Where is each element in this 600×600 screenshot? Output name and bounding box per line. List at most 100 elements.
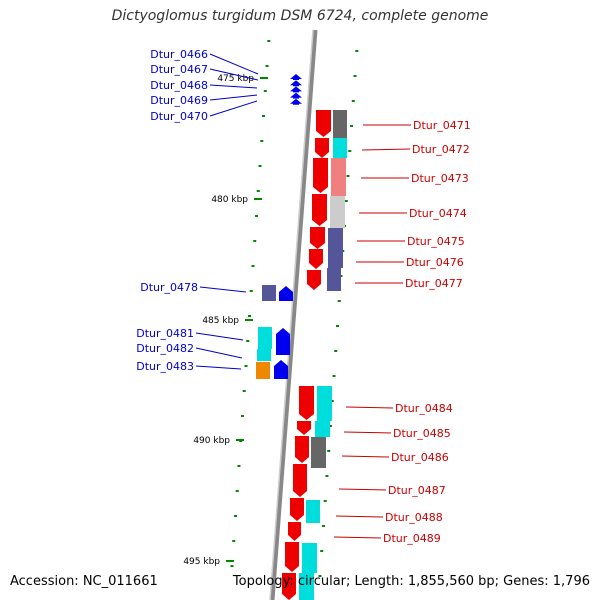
gene-arrow <box>316 110 331 137</box>
leader-line <box>199 286 247 293</box>
gene-label: Dtur_0483 <box>136 360 194 373</box>
minor-tick <box>325 475 329 477</box>
minor-tick <box>320 550 324 552</box>
gene-arrow <box>297 421 311 435</box>
gene-label: Dtur_0468 <box>150 79 208 92</box>
gene-arrow <box>290 498 304 521</box>
cog-block <box>327 268 341 291</box>
minor-tick <box>260 140 264 142</box>
gene-arrow <box>312 194 327 226</box>
gene-label: Dtur_0477 <box>405 277 463 290</box>
gene-label: Dtur_0471 <box>413 119 471 132</box>
gene-label: Dtur_0467 <box>150 63 208 76</box>
minor-tick <box>327 450 331 452</box>
minor-tick <box>328 425 332 427</box>
cog-block <box>331 158 346 196</box>
cog-block <box>257 349 271 361</box>
minor-tick <box>337 300 341 302</box>
leader-line <box>195 365 242 370</box>
gene-label: Dtur_0470 <box>150 110 208 123</box>
minor-tick <box>262 115 266 117</box>
gene-label: Dtur_0487 <box>388 484 446 497</box>
minor-tick <box>230 565 234 567</box>
minor-tick <box>251 265 255 267</box>
major-tick-label: 490 kbp <box>193 436 230 446</box>
minor-tick <box>240 415 244 417</box>
cog-block <box>311 437 326 468</box>
major-tick <box>260 77 268 79</box>
gene-arrow <box>276 328 290 355</box>
gene-label: Dtur_0488 <box>385 511 443 524</box>
major-tick <box>226 560 234 562</box>
minor-tick <box>318 575 322 577</box>
cog-block <box>317 386 332 421</box>
minor-tick <box>346 175 350 177</box>
gene-arrow <box>295 436 309 463</box>
leader-line <box>209 84 258 89</box>
leader-line <box>209 53 259 75</box>
cog-block <box>328 228 343 268</box>
cog-block <box>258 327 272 349</box>
minor-tick <box>255 215 259 217</box>
gene-arrow <box>290 98 302 105</box>
cog-block <box>333 138 347 158</box>
minor-tick <box>253 240 257 242</box>
gene-arrow <box>309 249 323 269</box>
topology-text: Topology: circular; Length: 1,855,560 bp… <box>232 574 590 589</box>
major-tick-label: 485 kbp <box>202 316 239 326</box>
map-title: Dictyoglomus turgidum DSM 6724, complete… <box>111 8 489 24</box>
minor-tick <box>351 100 355 102</box>
gene-arrow <box>279 286 293 301</box>
leader-line <box>335 515 384 518</box>
gene-label: Dtur_0469 <box>150 94 208 107</box>
minor-tick <box>256 190 260 192</box>
genome-backbone-highlight <box>269 29 314 600</box>
leader-line <box>333 536 382 539</box>
gene-arrow <box>285 542 299 572</box>
leader-line <box>341 455 390 458</box>
leader-line <box>361 148 411 151</box>
minor-tick <box>244 365 248 367</box>
cog-block <box>306 500 320 523</box>
cog-block <box>315 421 330 437</box>
gene-arrow <box>299 386 314 420</box>
minor-tick <box>263 90 267 92</box>
major-tick-label: 495 kbp <box>183 557 220 567</box>
minor-tick <box>235 490 239 492</box>
gene-arrow <box>290 74 302 80</box>
minor-tick <box>265 65 269 67</box>
leader-line <box>345 406 394 409</box>
major-tick-label: 475 kbp <box>217 74 254 84</box>
gene-label: Dtur_0476 <box>406 256 464 269</box>
minor-tick <box>232 540 236 542</box>
gene-arrow <box>282 573 296 600</box>
cog-block <box>302 543 317 573</box>
gene-arrow <box>290 92 302 99</box>
minor-tick <box>233 515 237 517</box>
major-tick <box>245 319 253 321</box>
gene-arrow <box>293 464 307 497</box>
minor-tick <box>321 525 325 527</box>
gene-label: Dtur_0475 <box>407 235 465 248</box>
leader-line <box>343 431 392 434</box>
minor-tick <box>323 500 327 502</box>
gene-arrow <box>288 522 301 541</box>
minor-tick <box>350 125 354 127</box>
minor-tick <box>249 290 253 292</box>
leader-line <box>209 100 258 117</box>
minor-tick <box>237 465 241 467</box>
leader-line <box>195 347 243 359</box>
gene-label: Dtur_0478 <box>140 281 198 294</box>
gene-label: Dtur_0473 <box>411 172 469 185</box>
gene-label: Dtur_0472 <box>412 143 470 156</box>
major-tick <box>254 198 262 200</box>
minor-tick <box>267 40 271 42</box>
gene-arrow <box>313 158 328 193</box>
major-tick <box>236 439 244 441</box>
gene-arrow <box>315 138 329 158</box>
genome-backbone <box>269 29 318 600</box>
cog-block <box>299 573 314 600</box>
gene-label: Dtur_0474 <box>409 207 467 220</box>
cog-block <box>330 196 345 228</box>
